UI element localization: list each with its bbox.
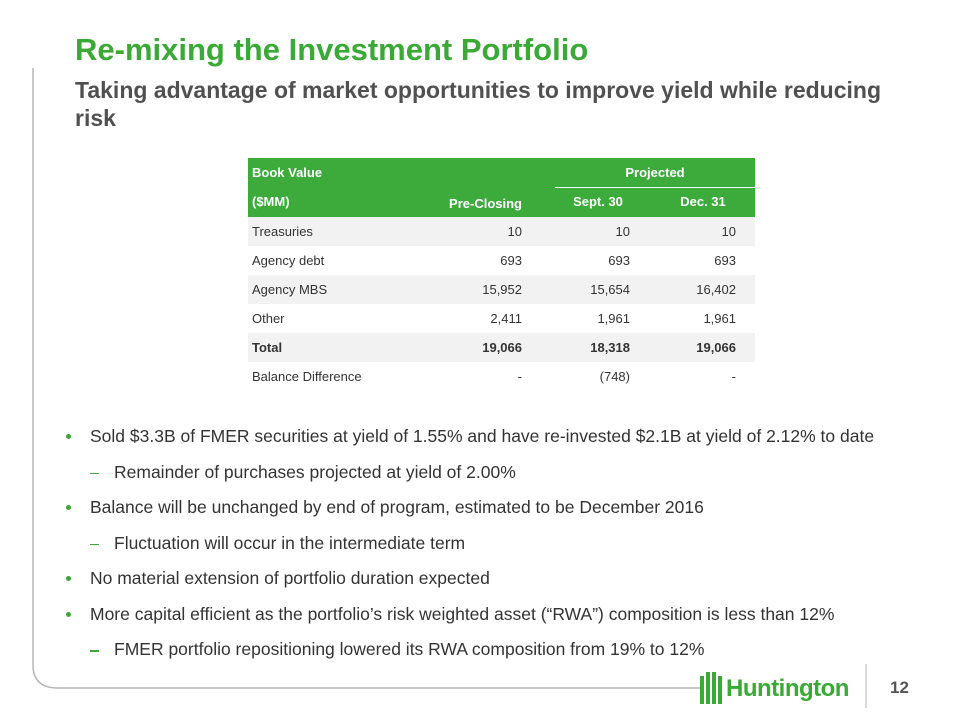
cell-value: 10 [615,224,630,239]
cell-value: 10 [507,224,522,239]
bullet: Sold $3.3B of FMER securities at yield o… [90,426,875,446]
subtitle: Taking advantage of market opportunities… [75,77,881,131]
row-bg [248,217,755,246]
bullet-marker [66,611,71,617]
sub-marker [90,543,99,545]
sub-bullet: Fluctuation will occur in the intermedia… [114,532,466,553]
table: Book Value ($MM) Pre-Closing Projected Sept.… [248,158,755,393]
cell-value: 15,952 [482,282,522,297]
cell-value: 16,402 [696,282,736,297]
header-divider [555,187,755,188]
bullet: Balance will be unchanged by end of prog… [90,497,704,517]
column-header: Dec. 31 [680,194,726,209]
bullet-marker [66,576,71,581]
corner-2: ($MM) [252,194,290,209]
cell-value: 693 [714,253,736,268]
bullet-marker [66,505,71,510]
row-label: Treasuries [252,224,313,239]
cell-value: 19,066 [696,340,736,355]
row-bg [248,333,755,362]
cell-value: 18,318 [590,340,630,355]
cell-value: 10 [721,224,736,239]
cell-value: 1,961 [597,311,630,326]
row-label: Balance Difference [252,369,362,384]
logo-text: Huntington [726,675,849,702]
column-header: Pre-Closing [449,196,522,211]
sub-bullet: Remainder of purchases projected at yiel… [114,461,516,482]
cell-value: - [731,369,736,384]
cell-value: (748) [599,369,630,384]
cell-value: - [517,369,522,384]
bullet: More capital efficient as the portfolio’… [90,603,835,624]
corner-1: Book Value [252,165,323,180]
sub-marker [90,472,99,474]
group-header: Projected [625,165,685,180]
row-label: Total [252,340,283,355]
sub-marker [90,650,99,652]
page-number: 12 [890,678,909,697]
cell-value: 15,654 [590,282,630,297]
cell-value: 19,066 [482,340,522,355]
row-bg [248,275,755,304]
cell-value: 1,961 [703,311,736,326]
sub-bullet: FMER portfolio repositioning lowered its… [114,639,705,659]
row-label: Other [252,311,285,326]
column-header: Sept. 30 [573,194,623,209]
cell-value: 693 [500,253,522,268]
row-label: Agency MBS [252,282,328,297]
bullet-marker [66,434,71,439]
bullet: No material extension of portfolio durat… [90,568,490,588]
row-label: Agency debt [252,253,325,268]
cell-value: 693 [608,253,630,268]
title: Re-mixing the Investment Portfolio [75,32,589,67]
cell-value: 2,411 [490,311,522,326]
